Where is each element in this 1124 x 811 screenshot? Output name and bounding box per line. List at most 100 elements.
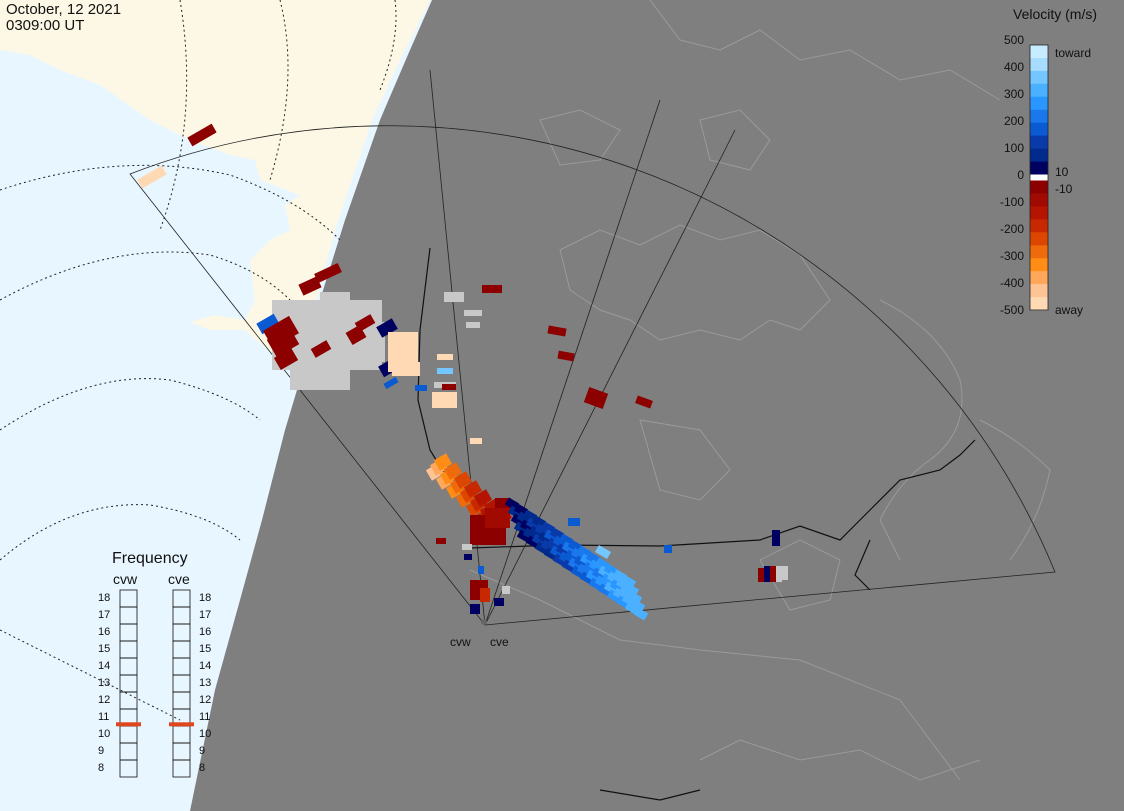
echo-cell [537, 531, 553, 545]
frequency-radar-label-cve: cve [168, 571, 190, 587]
frequency-cell [119, 759, 138, 778]
echo-cell [298, 276, 322, 296]
echo-cell [624, 601, 640, 615]
echo-cell [546, 537, 562, 551]
echo-cell [782, 566, 788, 580]
echo-cell [310, 340, 332, 358]
colorbar-tick-label: -300 [999, 249, 1024, 263]
echo-cell [567, 539, 583, 553]
echo-cell [432, 392, 457, 408]
colorbar-segment [1030, 45, 1048, 59]
echo-cell [466, 322, 480, 328]
echo-cell [528, 525, 544, 539]
echo-cell [522, 527, 538, 541]
echo-cell [606, 571, 622, 585]
colorbar-segment [1030, 193, 1048, 207]
frequency-marker [116, 722, 141, 727]
coastlines [469, 0, 1051, 781]
echo-cell [570, 565, 586, 579]
echo-cell [376, 318, 398, 338]
echo-cell [354, 314, 376, 332]
colorbar-tick-label: 300 [1003, 87, 1024, 101]
echo-cell [453, 471, 473, 489]
echo-cell [540, 521, 556, 535]
frequency-panel [116, 589, 194, 778]
colorbar-zero-band [1030, 174, 1048, 181]
echo-cell [442, 384, 456, 390]
echo-cell [463, 480, 483, 498]
colorbar-segment [1030, 83, 1048, 98]
radar-label-cvw: cvw [450, 635, 471, 649]
positive-threshold-label: 10 [1055, 165, 1069, 179]
echo-cell [513, 521, 529, 535]
echo-cell [443, 462, 463, 480]
frequency-scale-label: 9 [199, 745, 206, 757]
colorbar-segment [1030, 206, 1048, 220]
echo-cell [579, 571, 595, 585]
echo-cell [437, 354, 453, 360]
echo-cell [470, 604, 480, 614]
echo-cell [576, 563, 592, 577]
echo-cell [534, 523, 550, 537]
frequency-scale-label: 11 [98, 711, 110, 723]
echo-cell [392, 362, 420, 376]
echo-cell [558, 533, 574, 547]
colorbar-segment [1030, 297, 1048, 311]
echo-cell [482, 285, 502, 293]
frequency-scale-label: 8 [199, 762, 206, 774]
colorbar-tick-label: -400 [999, 276, 1024, 290]
echo-cell [561, 559, 577, 573]
echo-cell [568, 518, 580, 526]
echo-cell [576, 545, 592, 559]
frequency-scale-label: 14 [98, 660, 111, 672]
frequency-scale-label: 18 [199, 592, 212, 604]
echo-cell [478, 566, 484, 574]
frequency-scale-label: 13 [98, 677, 111, 689]
echo-cell [664, 545, 672, 553]
echo-cell [502, 586, 510, 594]
time-label: 0309:00 UT [6, 17, 85, 34]
frequency-scale-label: 12 [98, 694, 111, 706]
frequency-scale-label: 16 [199, 626, 212, 638]
echo-cell [597, 583, 613, 597]
echo-cell [531, 515, 547, 529]
echo-cell [573, 555, 589, 569]
echo-cell [473, 489, 493, 507]
frequency-scale-label: 9 [98, 745, 105, 757]
colorbar-segment [1030, 232, 1048, 246]
colorbar-tick-label: -100 [999, 195, 1024, 209]
echo-cell [383, 376, 399, 390]
echo-cell [579, 553, 595, 567]
colorbar-segment [1030, 161, 1048, 175]
echo-cell [764, 566, 770, 582]
echo-cell [609, 579, 625, 593]
colorbar-tick-label: 500 [1003, 33, 1024, 47]
colorbar-tick-label: 0 [1017, 168, 1024, 182]
echo-cell [273, 347, 299, 371]
echo-cell [436, 538, 446, 544]
frequency-radar-label-cvw: cvw [113, 571, 138, 587]
echo-cell [137, 165, 167, 189]
colorbar-tick-label: 400 [1003, 60, 1024, 74]
echo-cell [585, 569, 601, 583]
echo-cell [513, 503, 529, 517]
echo-cell [615, 595, 631, 609]
echo-cell [552, 553, 568, 567]
frequency-scale-label: 8 [98, 762, 105, 774]
echo-cell [510, 513, 526, 527]
echo-cell [415, 385, 427, 391]
echo-cell [612, 569, 628, 583]
date-label: October, 12 2021 [6, 1, 122, 18]
colorbar-segment [1030, 96, 1048, 111]
toward-label: toward [1055, 46, 1092, 60]
frequency-scale-label: 17 [199, 609, 212, 621]
echo-cell [582, 561, 598, 575]
echo-cell [437, 368, 453, 374]
echo-cell [540, 539, 556, 553]
echo-cell [597, 565, 613, 579]
echo-cell [567, 557, 583, 571]
alaska-landmass [0, 0, 430, 370]
frequency-title: Frequency [112, 550, 188, 567]
day-latitude-grid [0, 0, 397, 721]
echo-cell [621, 575, 637, 589]
